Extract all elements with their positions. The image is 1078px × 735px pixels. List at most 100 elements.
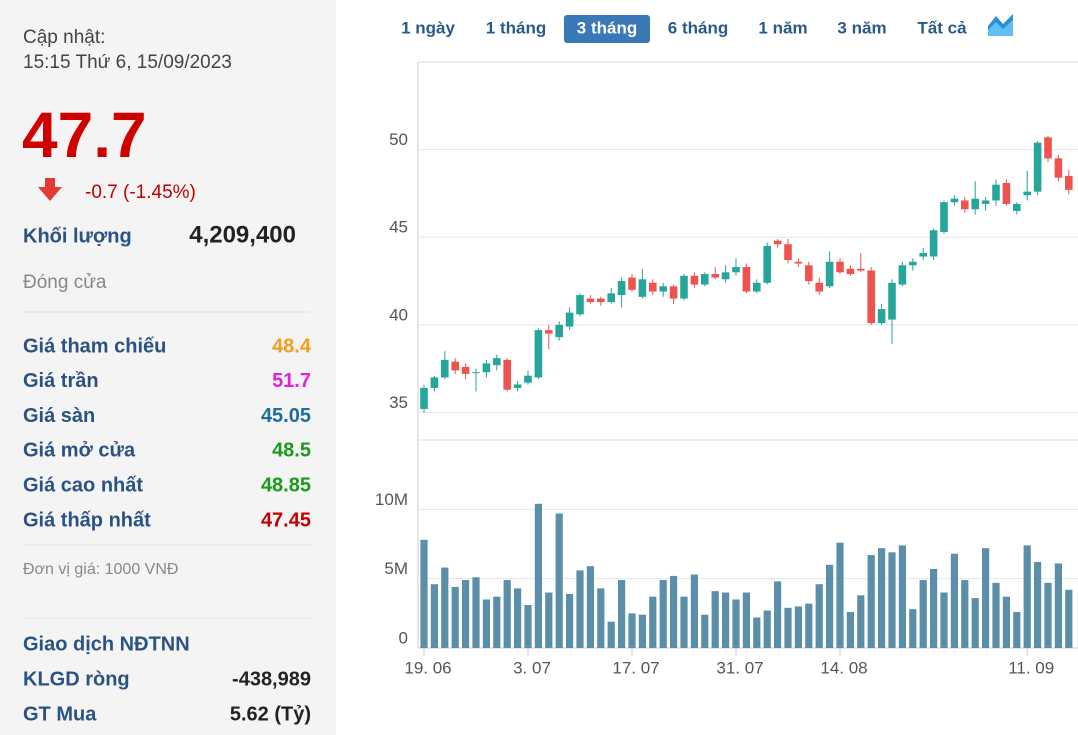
volume-bar — [774, 581, 782, 648]
candle-body — [877, 309, 886, 324]
candle-body — [524, 375, 532, 383]
candle-body — [565, 312, 574, 327]
volume-bar — [690, 574, 698, 648]
range-button[interactable]: 1 ngày — [401, 18, 455, 37]
row-label: Giá thấp nhất — [23, 509, 151, 531]
candle-body — [773, 240, 782, 245]
candle-body — [690, 275, 699, 285]
foreign-title: Giao dịch NĐTNN — [23, 633, 190, 655]
candle-body — [513, 384, 522, 388]
button-label: 1 ngày — [401, 18, 455, 37]
volume-bar — [451, 586, 459, 648]
candle-body — [586, 298, 595, 303]
candle-body — [992, 184, 1000, 201]
candle-body — [669, 286, 678, 299]
x-tick-label: 19. 06 — [404, 658, 451, 677]
y-tick-label: 50 — [389, 130, 408, 149]
volume-bar — [930, 568, 938, 648]
volume-bar — [420, 539, 428, 648]
volume-bar — [784, 607, 792, 648]
volume-bar — [462, 580, 470, 648]
candle-body — [846, 268, 855, 275]
volume-bar — [1002, 596, 1010, 648]
row-label: Giá trần — [23, 370, 99, 392]
volume-bar — [649, 596, 657, 648]
range-button[interactable]: 3 tháng — [564, 15, 650, 43]
candle-body — [617, 281, 626, 296]
foreign-label: GT Mua — [23, 703, 97, 725]
candle-body — [1065, 175, 1073, 190]
range-button[interactable]: 1 năm — [758, 18, 807, 37]
chart-area: 35 40 45 50 0 5M 10M 19. 06 3. 07 17. 07 31. 07 14.… — [375, 61, 1078, 677]
row-value: 45.05 — [261, 405, 311, 427]
button-label: 1 năm — [758, 18, 807, 37]
volume-label: Khối lượng — [23, 225, 132, 247]
row-value: 48.85 — [261, 474, 311, 496]
volume-bar — [514, 588, 522, 648]
x-tick-label: 3. 07 — [513, 658, 551, 677]
button-label: 3 năm — [837, 18, 886, 37]
volume-bar — [1044, 582, 1052, 648]
volume-bar — [524, 605, 532, 648]
range-button[interactable]: 6 tháng — [668, 18, 728, 37]
range-button[interactable]: 1 tháng — [486, 18, 546, 37]
candle-body — [825, 261, 834, 287]
candle-body — [1023, 191, 1031, 196]
range-button[interactable]: Tất cả — [917, 18, 967, 37]
foreign-value: -438,989 — [232, 668, 311, 690]
update-label: Cập nhật: — [23, 27, 105, 48]
candle-body — [1054, 158, 1063, 178]
row-label: Giá mở cửa — [23, 440, 136, 462]
candle-body — [784, 244, 792, 261]
candle-body — [441, 359, 449, 378]
candle-body — [805, 265, 813, 282]
candle-body — [909, 261, 917, 266]
y-tick-label: 5M — [384, 559, 408, 578]
candle-body — [649, 282, 657, 292]
candle-body — [420, 387, 428, 409]
volume-bar — [846, 611, 854, 648]
volume-bar — [742, 592, 750, 648]
candle-body — [742, 267, 751, 292]
candle-body — [898, 265, 907, 285]
volume-bar — [1013, 611, 1021, 648]
y-tick-label: 45 — [389, 218, 408, 237]
candle-body — [815, 282, 823, 292]
volume-bar — [618, 580, 626, 648]
volume-value: 4,209,400 — [189, 221, 296, 248]
candle-body — [659, 286, 667, 292]
candle-body — [1044, 137, 1052, 159]
volume-bar — [597, 588, 605, 648]
row-label: Giá tham chiếu — [23, 335, 166, 357]
volume-bar — [1065, 589, 1073, 648]
candle-body — [961, 200, 969, 210]
volume-bar — [826, 564, 834, 648]
volume-bar — [701, 614, 709, 648]
range-button[interactable]: 3 năm — [837, 18, 886, 37]
volume-bar — [472, 577, 480, 648]
candle-body — [503, 359, 511, 390]
candle-body — [857, 268, 865, 271]
chart-type-icon[interactable] — [988, 12, 1013, 36]
candle-body — [461, 366, 470, 374]
volume-bar — [482, 599, 490, 648]
icon-area — [988, 20, 1013, 36]
volume-bar — [815, 584, 823, 648]
candle-body — [534, 330, 543, 378]
volume-bar — [805, 603, 813, 648]
candle-body — [701, 274, 709, 285]
volume-bar — [878, 548, 886, 648]
candle-body — [721, 272, 730, 280]
candle-body — [732, 267, 740, 273]
info-panel — [0, 0, 336, 735]
volume-bar — [493, 596, 501, 648]
volume-bar — [607, 621, 615, 648]
button-label: 1 tháng — [486, 18, 546, 37]
volume-bar — [836, 542, 844, 648]
candle-body — [472, 372, 480, 374]
candle-body — [929, 230, 938, 257]
candle-body — [545, 330, 553, 334]
volume-bar — [950, 553, 958, 648]
candle-body — [597, 298, 605, 303]
volume-bar — [566, 593, 574, 648]
